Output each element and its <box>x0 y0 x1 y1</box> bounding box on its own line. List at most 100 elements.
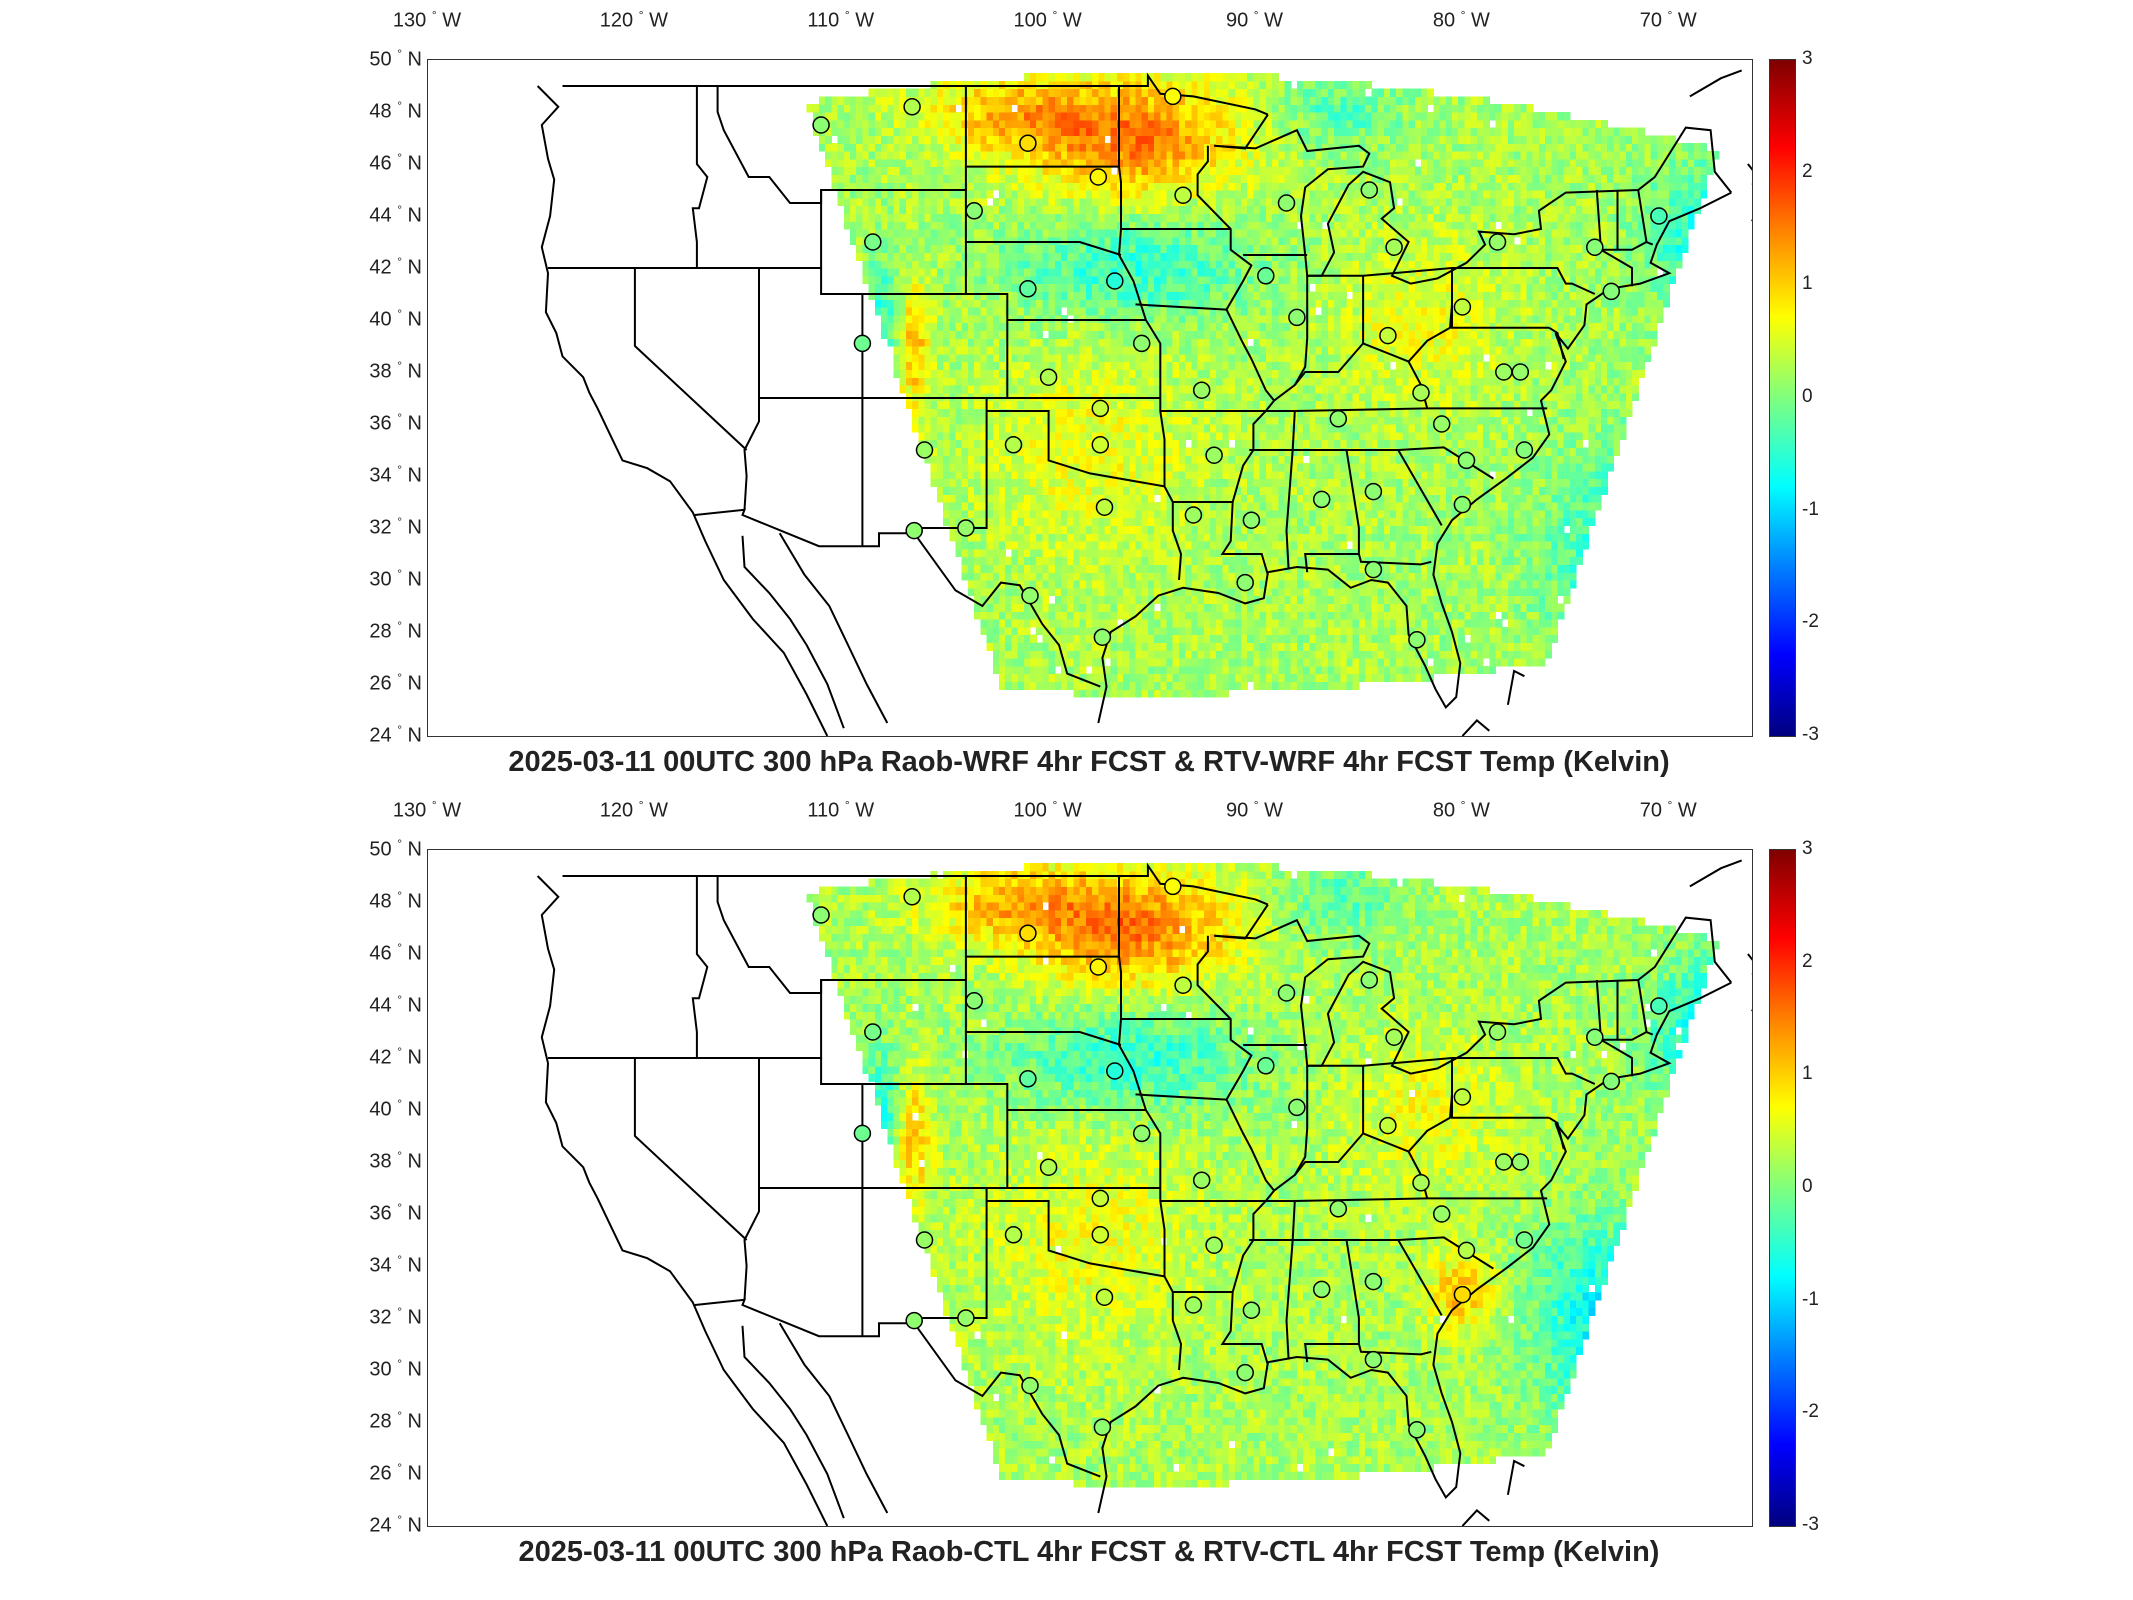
boundary-line <box>1747 163 1752 171</box>
latitude-tick-label: 24 ° N <box>369 1512 422 1537</box>
latitude-tick-label: 50 ° N <box>369 46 422 71</box>
boundary-line <box>1506 1459 1525 1495</box>
raob-station-marker <box>1586 1028 1604 1046</box>
latitude-tick-label: 28 ° N <box>369 1408 422 1433</box>
raob-station-marker <box>1277 984 1296 1002</box>
raob-station-marker <box>915 441 934 459</box>
raob-station-marker <box>1364 1272 1383 1291</box>
raob-station-marker <box>1408 631 1426 649</box>
boundary-line <box>691 876 709 1058</box>
raob-station-marker <box>1021 586 1039 605</box>
raob-station-marker <box>853 334 872 353</box>
colorbar-tick-label: -3 <box>1802 1514 1819 1535</box>
boundary-line <box>716 86 823 204</box>
boundary-line <box>1285 1200 1296 1360</box>
colorbar-tick-label: -1 <box>1802 1288 1819 1310</box>
raob-station-marker <box>1412 384 1430 402</box>
boundary-line <box>1117 86 1166 487</box>
boundary-line <box>1548 1116 1565 1150</box>
raob-station-marker <box>1132 334 1151 353</box>
boundary-line <box>1452 1057 1596 1085</box>
raob-station-marker <box>1453 1285 1472 1304</box>
raob-station-marker <box>864 233 882 251</box>
raob-station-marker <box>1106 1062 1124 1080</box>
boundary-line <box>1689 69 1743 98</box>
raob-station-marker <box>1089 958 1108 976</box>
longitude-tick-label: 110 ° W <box>807 798 875 822</box>
colorbar-tick-label: 3 <box>1802 48 1813 69</box>
colorbar <box>1769 849 1796 1527</box>
raob-station-marker <box>1164 87 1182 106</box>
colorbar-tick-label: 1 <box>1802 273 1813 295</box>
map-frame <box>427 849 1753 1527</box>
latitude-tick-label: 40 ° N <box>369 1096 422 1121</box>
latitude-tick-label: 30 ° N <box>369 566 422 591</box>
colorbar-tick-label: 0 <box>1802 1176 1813 1197</box>
latitude-tick-label: 38 ° N <box>369 1148 422 1173</box>
raob-station-marker <box>853 1124 872 1143</box>
raob-station-marker <box>1089 168 1108 186</box>
raob-station-marker <box>1432 1205 1451 1223</box>
raob-stations <box>812 877 1668 1439</box>
boundary-line <box>1461 1509 1490 1526</box>
raob-station-marker <box>1091 436 1110 454</box>
boundary-line <box>1285 410 1296 570</box>
boundary-line <box>1214 904 1733 1075</box>
raob-station-marker <box>1379 326 1397 345</box>
colorbar-tick-label: 2 <box>1802 950 1813 972</box>
boundary-line <box>1689 859 1743 888</box>
boundary-line <box>1097 191 1732 724</box>
longitude-tick-label: 130 ° W <box>392 8 462 32</box>
boundary-line <box>1451 1058 1550 1119</box>
latitude-tick-label: 24 ° N <box>369 722 422 747</box>
latitude-tick-label: 30 ° N <box>369 1356 422 1381</box>
longitude-tick-label: 70 ° W <box>1639 8 1697 32</box>
boundary-line <box>1171 1292 1183 1371</box>
boundary-line <box>1461 719 1490 736</box>
raob-station-marker <box>1093 1418 1112 1436</box>
boundary-line <box>1452 267 1596 295</box>
longitude-tick-label: 80 ° W <box>1432 8 1490 32</box>
latitude-tick-label: 42 ° N <box>369 1044 422 1069</box>
raob-station-marker <box>1650 207 1668 225</box>
latitude-tick-label: 36 ° N <box>369 1200 422 1225</box>
panel-title: 2025-03-11 00UTC 300 hPa Raob-WRF 4hr FC… <box>508 746 1670 778</box>
raob-station-marker <box>1242 511 1261 529</box>
boundary-line <box>965 1031 1122 1046</box>
latitude-tick-label: 48 ° N <box>369 98 422 123</box>
boundary-line <box>548 979 966 1059</box>
boundary-line <box>965 241 1122 256</box>
raob-station-marker <box>1184 506 1203 524</box>
boundary-line <box>562 72 1269 116</box>
raob-station-marker <box>1511 1153 1530 1171</box>
raob-station-marker <box>1379 1116 1397 1135</box>
boundary-line <box>1307 1057 1453 1067</box>
colorbar <box>1769 59 1796 737</box>
latitude-tick-label: 50 ° N <box>369 836 422 861</box>
latitude-tick-label: 48 ° N <box>369 888 422 913</box>
boundary-line <box>1171 502 1183 581</box>
boundary-line <box>716 876 823 994</box>
raob-station-marker <box>1412 1174 1430 1192</box>
raob-station-marker <box>1457 1241 1476 1260</box>
latitude-tick-label: 28 ° N <box>369 618 422 643</box>
latitude-tick-label: 42 ° N <box>369 254 422 279</box>
panel-title: 2025-03-11 00UTC 300 hPa Raob-CTL 4hr FC… <box>518 1536 1660 1568</box>
raob-station-marker <box>1488 233 1507 251</box>
raob-station-marker <box>1312 1280 1331 1299</box>
boundary-line <box>1273 1094 1453 1192</box>
longitude-tick-label: 70 ° W <box>1639 798 1697 822</box>
raob-station-marker <box>1329 410 1348 428</box>
boundary-line <box>1097 981 1732 1514</box>
colorbar-tick-label: 0 <box>1802 386 1813 407</box>
raob-station-marker <box>1515 441 1534 459</box>
boundary-line <box>1160 407 1548 412</box>
temperature-difference-field <box>806 863 1720 1488</box>
raob-station-marker <box>1495 363 1513 381</box>
raob-station-marker <box>1019 134 1037 152</box>
latitude-tick-label: 38 ° N <box>369 358 422 383</box>
boundary-line <box>1747 953 1752 961</box>
raob-station-marker <box>1288 1098 1306 1117</box>
raob-station-marker <box>1106 272 1124 290</box>
colorbar-tick-label: -2 <box>1802 1401 1819 1423</box>
